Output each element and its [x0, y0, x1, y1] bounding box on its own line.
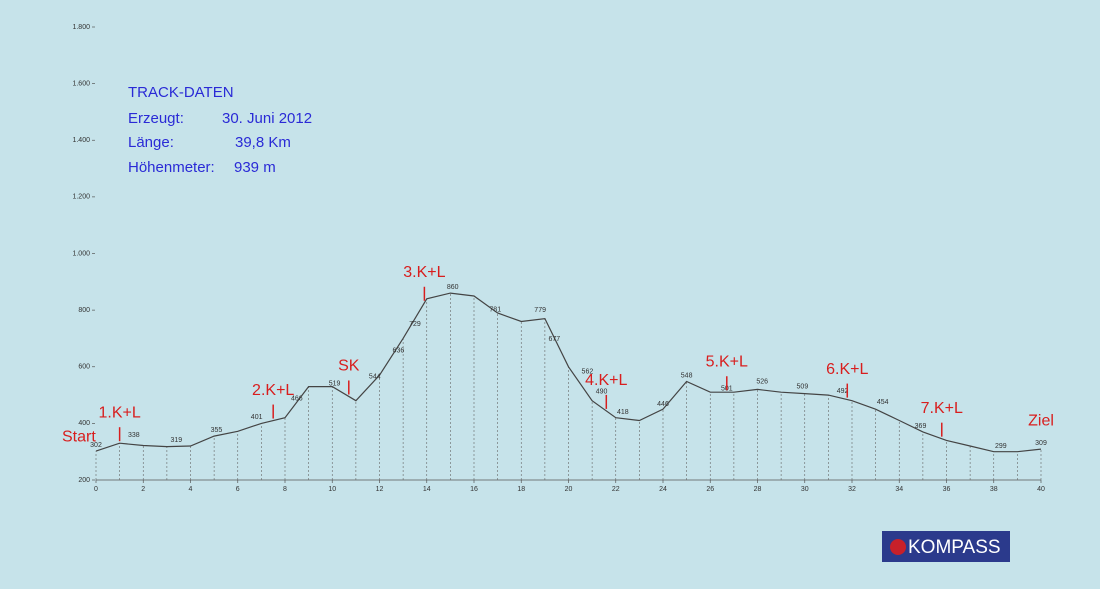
y-tick-label: 800 — [78, 307, 90, 314]
x-tick-label: 6 — [236, 486, 240, 493]
annotation: 5.K+L — [706, 353, 748, 370]
track-label: Länge: — [128, 134, 174, 151]
point-label: 729 — [409, 321, 421, 328]
point-label: 418 — [617, 409, 629, 416]
point-label: 492 — [837, 388, 849, 395]
point-label: 319 — [170, 437, 182, 444]
x-tick-label: 40 — [1037, 486, 1045, 493]
x-tick-label: 26 — [706, 486, 714, 493]
x-tick-label: 12 — [376, 486, 384, 493]
x-tick-label: 22 — [612, 486, 620, 493]
point-label: 860 — [447, 284, 459, 291]
x-tick-label: 4 — [189, 486, 193, 493]
point-label: 369 — [915, 423, 927, 430]
annotation: Start — [62, 428, 96, 445]
annotation: 7.K+L — [921, 400, 963, 417]
x-tick-label: 32 — [848, 486, 856, 493]
x-tick-label: 38 — [990, 486, 998, 493]
track-label: Höhenmeter: — [128, 159, 215, 176]
x-tick-label: 14 — [423, 486, 431, 493]
x-tick-label: 8 — [283, 486, 287, 493]
x-tick-label: 10 — [328, 486, 336, 493]
track-value: 39,8 Km — [235, 134, 291, 151]
y-tick-label: 400 — [78, 420, 90, 427]
logo: KOMPASS — [882, 531, 1010, 562]
track-value: 939 m — [234, 159, 276, 176]
x-tick-label: 34 — [895, 486, 903, 493]
x-tick-label: 0 — [94, 486, 98, 493]
x-tick-label: 20 — [565, 486, 573, 493]
point-label: 299 — [995, 443, 1007, 450]
x-tick-label: 24 — [659, 486, 667, 493]
x-tick-label: 36 — [943, 486, 951, 493]
point-label: 338 — [128, 432, 140, 439]
profile-line — [95, 292, 1042, 453]
y-tick-label: 1.200 — [72, 194, 90, 201]
x-tick-label: 28 — [754, 486, 762, 493]
point-label: 544 — [369, 373, 381, 380]
x-tick-label: 30 — [801, 486, 809, 493]
point-label: 636 — [393, 347, 405, 354]
track-label: Erzeugt: — [128, 110, 184, 127]
point-label: 490 — [596, 389, 608, 396]
point-label: 466 — [291, 396, 303, 403]
point-label: 781 — [489, 306, 501, 313]
point-label: 355 — [211, 427, 223, 434]
point-label: 454 — [877, 399, 889, 406]
point-label: 526 — [756, 379, 768, 386]
annotation: SK — [338, 358, 360, 375]
point-label: 302 — [90, 442, 102, 449]
logo-icon — [890, 539, 906, 555]
y-tick-label: 1.600 — [72, 80, 90, 87]
y-tick-label: 600 — [78, 364, 90, 371]
point-label: 309 — [1035, 440, 1047, 447]
annotation: 4.K+L — [585, 372, 627, 389]
y-tick-label: 200 — [78, 477, 90, 484]
point-label: 401 — [251, 414, 263, 421]
y-tick-label: 1.000 — [72, 250, 90, 257]
point-label: 519 — [329, 381, 341, 388]
annotation: 2.K+L — [252, 382, 294, 399]
point-label: 548 — [681, 372, 693, 379]
track-value: 30. Juni 2012 — [222, 110, 312, 127]
point-label: 562 — [582, 368, 594, 375]
annotation: 3.K+L — [403, 264, 445, 281]
logo-text: KOMPASS — [908, 537, 1001, 558]
annotation: 6.K+L — [826, 361, 868, 378]
annotation: Ziel — [1028, 412, 1054, 429]
point-label: 779 — [534, 307, 546, 314]
x-tick-label: 2 — [141, 486, 145, 493]
x-tick-label: 16 — [470, 486, 478, 493]
point-label: 446 — [657, 401, 669, 408]
y-tick-label: 1.800 — [72, 24, 90, 31]
annotation: 1.K+L — [98, 404, 140, 421]
y-tick-label: 1.400 — [72, 137, 90, 144]
point-label: 677 — [548, 336, 560, 343]
x-tick-label: 18 — [517, 486, 525, 493]
track-title: TRACK-DATEN — [128, 84, 234, 101]
point-label: 509 — [797, 383, 809, 390]
